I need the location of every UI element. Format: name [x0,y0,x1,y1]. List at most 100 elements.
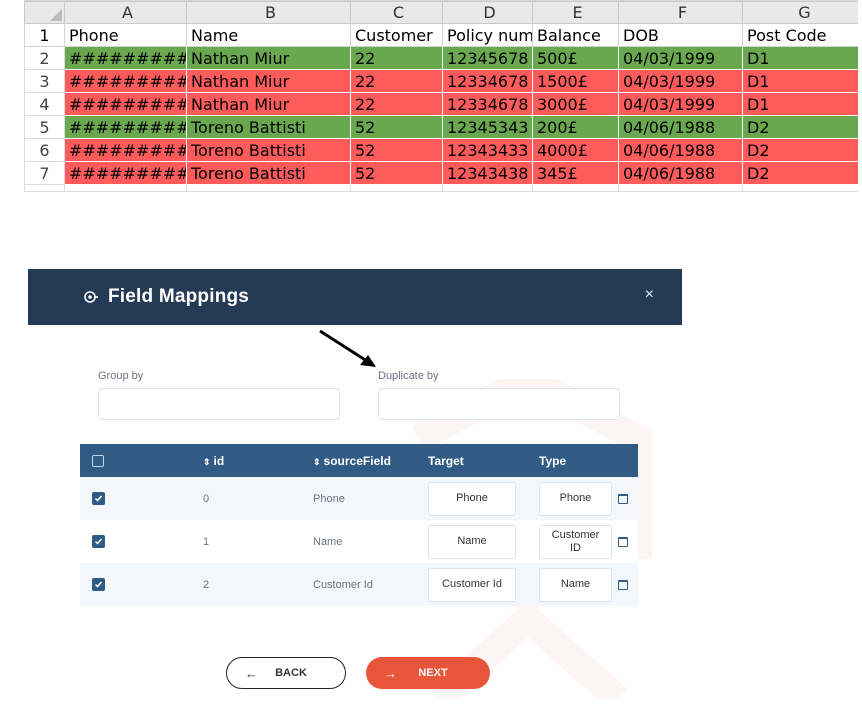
cell-dob[interactable]: 04/03/1999 [618,46,743,70]
cell-name[interactable]: Toreno Battisti [186,161,351,185]
back-button[interactable]: ← BACK [226,657,346,689]
cell-phone[interactable]: ########### [64,92,187,116]
header-cell-phone[interactable]: Phone [64,23,187,47]
empty-cell[interactable] [350,184,443,192]
cell-customer[interactable]: 52 [350,161,443,185]
cell-policy[interactable]: 12345343 [442,115,533,139]
mapping-row: 2 Customer Id Customer Id Name [80,563,638,606]
cell-postcode[interactable]: D1 [742,46,858,70]
type-select[interactable]: Phone [539,481,612,516]
cell-policy[interactable]: 12334678 [442,92,533,116]
empty-cell[interactable] [742,184,858,192]
column-header-b[interactable]: B [186,1,351,24]
row-checkbox[interactable] [92,492,105,505]
row-number[interactable]: 3 [24,69,65,93]
select-all-corner[interactable] [24,1,65,24]
source-field-column-header[interactable]: ⇕ sourceField [313,454,391,468]
row-number[interactable]: 4 [24,92,65,116]
cell-balance[interactable]: 345£ [532,161,619,185]
select-all-checkbox[interactable] [92,454,104,467]
row-source-field: Phone [313,492,345,505]
target-input[interactable]: Customer Id [428,567,516,602]
cell-balance[interactable]: 200£ [532,115,619,139]
cell-postcode[interactable]: D1 [742,92,858,116]
cell-phone[interactable]: ########### [64,69,187,93]
cell-dob[interactable]: 04/06/1988 [618,161,743,185]
sheet-header-row: 1 Phone Name Customer Policy num Balance… [24,23,858,47]
target-input[interactable]: Name [428,524,516,559]
header-cell-postcode[interactable]: Post Code [742,23,858,47]
row-checkbox[interactable] [92,578,105,591]
header-cell-balance[interactable]: Balance [532,23,619,47]
cell-balance[interactable]: 1500£ [532,69,619,93]
annotation-arrow-icon [319,329,376,367]
row-number[interactable]: 1 [24,23,65,47]
cell-phone[interactable]: ########### [64,46,187,70]
header-cell-name[interactable]: Name [186,23,351,47]
sheet-row: 4 ########### Nathan Miur 22 12334678 30… [24,92,858,116]
cell-phone[interactable]: ########### [64,115,187,139]
cell-postcode[interactable]: D1 [742,69,858,93]
row-id: 2 [203,578,210,591]
cell-policy[interactable]: 12343433 [442,138,533,162]
row-number[interactable]: 5 [24,115,65,139]
header-cell-dob[interactable]: DOB [618,23,743,47]
field-mappings-dialog: Field Mappings × Group by Duplicate by ⇕… [28,269,682,699]
empty-cell[interactable] [532,184,619,192]
row-number[interactable]: 7 [24,161,65,185]
cell-dob[interactable]: 04/03/1999 [618,69,743,93]
empty-cell[interactable] [618,184,743,192]
column-header-c[interactable]: C [350,1,443,24]
cell-policy[interactable]: 12345678 [442,46,533,70]
cell-postcode[interactable]: D2 [742,161,858,185]
row-source-field: Name [313,535,343,548]
column-header-g[interactable]: G [742,1,858,24]
cell-name[interactable]: Nathan Miur [186,69,351,93]
cell-postcode[interactable]: D2 [742,115,858,139]
calendar-icon[interactable] [618,493,628,504]
row-number[interactable]: 6 [24,138,65,162]
cell-name[interactable]: Toreno Battisti [186,138,351,162]
column-header-row: A B C D E F G [24,1,858,24]
cell-name[interactable]: Nathan Miur [186,46,351,70]
type-select[interactable]: Name [539,567,612,602]
cell-customer[interactable]: 22 [350,46,443,70]
cell-name[interactable]: Toreno Battisti [186,115,351,139]
cell-customer[interactable]: 22 [350,92,443,116]
calendar-icon[interactable] [618,536,628,547]
cell-dob[interactable]: 04/06/1988 [618,138,743,162]
cell-customer[interactable]: 52 [350,138,443,162]
column-header-d[interactable]: D [442,1,533,24]
type-select[interactable]: Customer ID [539,524,612,559]
empty-cell[interactable] [186,184,351,192]
cell-customer[interactable]: 22 [350,69,443,93]
column-header-f[interactable]: F [618,1,743,24]
header-cell-customer[interactable]: Customer [350,23,443,47]
cell-customer[interactable]: 52 [350,115,443,139]
cell-dob[interactable]: 04/03/1999 [618,92,743,116]
cell-balance[interactable]: 4000£ [532,138,619,162]
close-icon[interactable]: × [644,286,654,303]
target-input[interactable]: Phone [428,481,516,516]
cell-phone[interactable]: ########### [64,138,187,162]
column-header-e[interactable]: E [532,1,619,24]
calendar-icon[interactable] [618,579,628,590]
header-cell-policy[interactable]: Policy num [442,23,533,47]
cell-policy[interactable]: 12343438 [442,161,533,185]
cell-postcode[interactable]: D2 [742,138,858,162]
cell-name[interactable]: Nathan Miur [186,92,351,116]
empty-cell[interactable] [442,184,533,192]
row-checkbox[interactable] [92,535,105,548]
cell-balance[interactable]: 3000£ [532,92,619,116]
cell-phone[interactable]: ########### [64,161,187,185]
cell-policy[interactable]: 12334678 [442,69,533,93]
empty-cell[interactable] [64,184,187,192]
id-column-header[interactable]: ⇕ id [203,454,224,468]
group-by-input[interactable] [98,388,340,420]
duplicate-by-input[interactable] [378,388,620,420]
cell-balance[interactable]: 500£ [532,46,619,70]
cell-dob[interactable]: 04/06/1988 [618,115,743,139]
next-button[interactable]: → NEXT [366,657,490,689]
row-number[interactable]: 2 [24,46,65,70]
column-header-a[interactable]: A [64,1,187,24]
